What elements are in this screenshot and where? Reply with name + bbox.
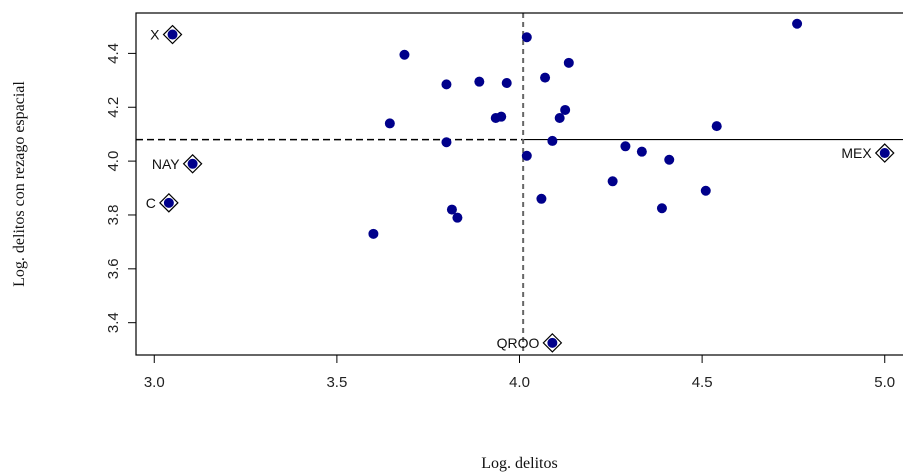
axes-layer: 3.0 3.5 4.0 4.5 5.0 3.4 3.6 3.8 4.0 4.2 4.4 [105, 43, 895, 391]
data-point [607, 176, 618, 187]
data-point [167, 29, 178, 40]
y-tick-label: 3.8 [105, 205, 122, 226]
data-point [384, 118, 395, 129]
data-point [879, 148, 890, 159]
data-point [187, 158, 198, 169]
data-point [399, 49, 410, 60]
data-point [474, 76, 485, 87]
influence-diamond-marker [182, 153, 203, 174]
x-axis-title: Log. delitos [481, 455, 557, 472]
point-label: X [150, 27, 160, 43]
influence-diamond-marker [874, 143, 895, 163]
data-point [664, 154, 675, 165]
data-point [368, 228, 379, 239]
data-point [700, 185, 711, 196]
x-tick-label: 5.0 [874, 374, 895, 391]
point-label: C [146, 195, 156, 211]
data-point [620, 141, 631, 152]
data-point [446, 204, 457, 215]
influential-point: X [150, 24, 183, 45]
influential-point: MEX [841, 143, 895, 163]
influential-point: C [146, 193, 179, 213]
influential-point: NAY [152, 153, 203, 174]
data-point [563, 57, 574, 68]
data-point [547, 337, 558, 348]
data-point [792, 18, 803, 29]
data-point [163, 197, 174, 208]
data-point [452, 212, 463, 223]
influence-diamond-marker [162, 24, 183, 45]
influence-diamond-marker [159, 193, 179, 213]
data-point [441, 79, 452, 90]
y-tick-label: 4.2 [105, 97, 122, 118]
points-layer [368, 18, 803, 239]
point-label: NAY [152, 156, 180, 172]
x-tick-label: 4.5 [692, 374, 713, 391]
point-label: QROO [497, 335, 540, 351]
x-tick-label: 3.0 [144, 374, 165, 391]
data-point [554, 113, 565, 124]
data-point [536, 193, 547, 204]
data-point [547, 135, 558, 146]
data-point [496, 111, 507, 122]
influence-diamond-marker [542, 333, 563, 353]
data-point [540, 72, 551, 83]
reference-lines [136, 13, 903, 355]
data-point [636, 146, 647, 157]
data-point [521, 150, 532, 161]
point-label: MEX [841, 145, 872, 161]
influential-points-layer: X NAY C MEX QROO [146, 24, 895, 353]
data-point [711, 121, 722, 132]
data-point [521, 32, 532, 43]
data-point [560, 104, 571, 115]
x-tick-label: 4.0 [509, 374, 530, 391]
data-point [441, 137, 452, 148]
plot-frame [135, 12, 903, 356]
influential-point: QROO [497, 333, 563, 353]
data-point [656, 203, 667, 214]
y-axis-title: Log. delitos con rezago espacial [11, 81, 28, 287]
y-tick-label: 3.4 [105, 312, 122, 333]
data-point [501, 78, 512, 89]
y-tick-label: 4.0 [105, 151, 122, 172]
y-tick-label: 3.6 [105, 258, 122, 279]
x-tick-label: 3.5 [326, 374, 347, 391]
y-tick-label: 4.4 [105, 43, 122, 64]
